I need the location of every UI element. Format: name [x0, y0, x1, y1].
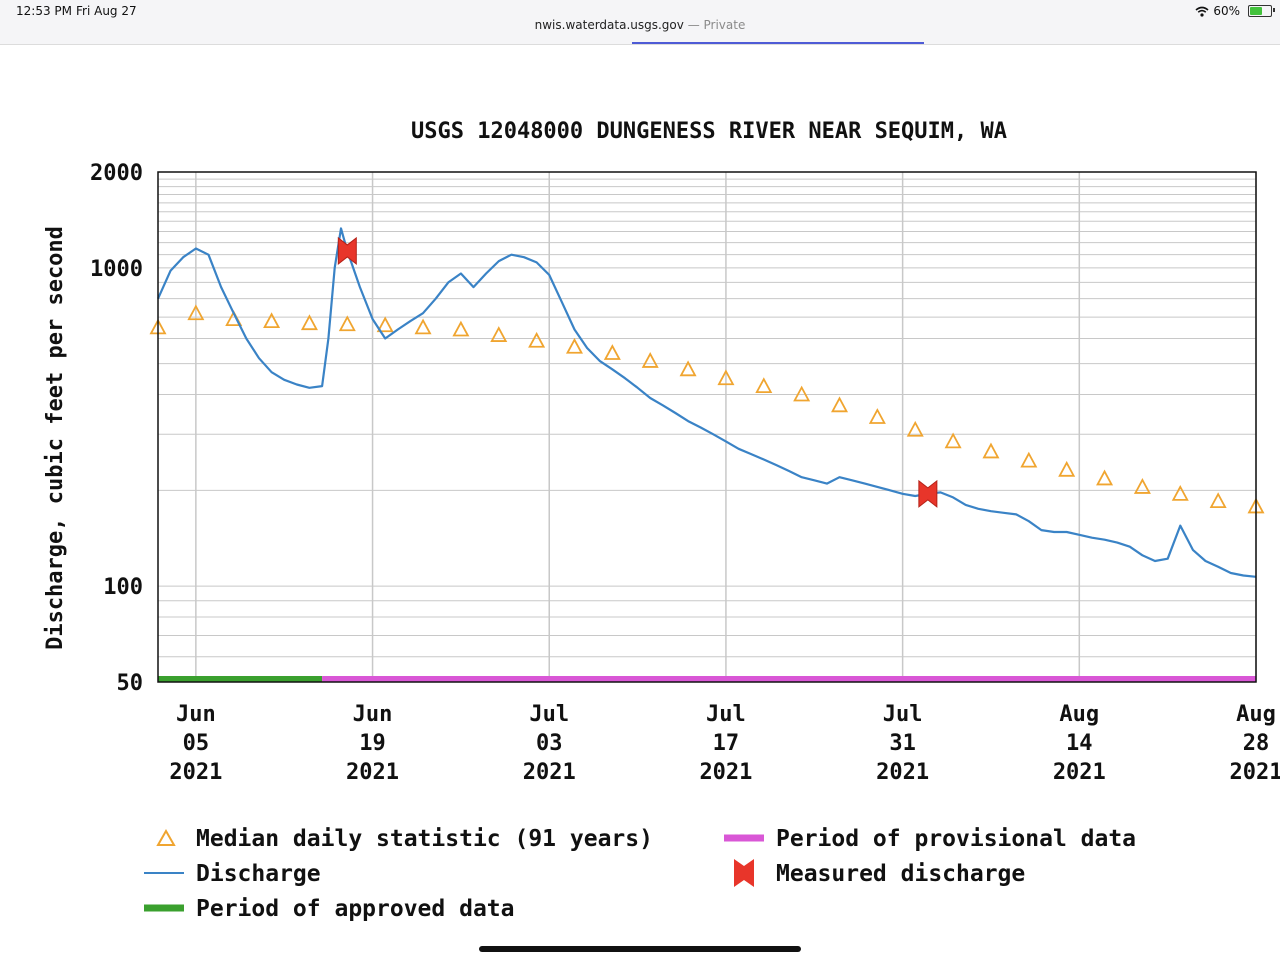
x-tick-label: 03: [536, 731, 563, 756]
chart-title: USGS 12048000 DUNGENESS RIVER NEAR SEQUI…: [411, 119, 1007, 144]
median-point: [603, 344, 621, 360]
measured-discharge-marker: [337, 236, 357, 265]
discharge-line: [156, 227, 1257, 578]
legend-item-discharge: Discharge: [144, 861, 321, 887]
url-domain[interactable]: nwis.waterdata.usgs.gov: [534, 18, 684, 32]
x-tick-label: Aug: [1236, 702, 1276, 727]
y-ticks: 2000 1000 100 50: [90, 161, 143, 696]
median-point: [1209, 492, 1227, 509]
x-tick-label: Aug: [1059, 702, 1099, 727]
x-tick-label: 2021: [1230, 760, 1280, 785]
median-point: [452, 320, 470, 337]
plot-area: [149, 227, 1265, 682]
status-date: Fri Aug 27: [76, 4, 137, 18]
x-tick-label: 2021: [523, 760, 576, 785]
median-point: [1020, 451, 1038, 468]
plot-frame: [157, 171, 1257, 683]
legend-item-measured: Measured discharge: [734, 859, 1025, 887]
x-tick-label: 2021: [699, 760, 752, 785]
median-point: [1058, 460, 1076, 477]
x-tick-label: Jul: [706, 702, 746, 727]
median-point: [1096, 469, 1114, 486]
y-axis-label: Discharge, cubic feet per second: [43, 226, 68, 650]
home-indicator[interactable]: [479, 946, 801, 952]
y-tick-label: 2000: [90, 161, 143, 186]
x-tick-label: 19: [359, 731, 386, 756]
y-tick-label: 50: [117, 671, 144, 696]
median-point: [793, 385, 811, 402]
private-label: — Private: [687, 18, 746, 32]
legend-label: Period of approved data: [196, 896, 515, 922]
x-tick-label: 28: [1243, 731, 1270, 756]
x-tick-label: Jun: [176, 702, 216, 727]
x-tick-label: 05: [183, 731, 210, 756]
discharge-chart: USGS 12048000 DUNGENESS RIVER NEAR SEQUI…: [43, 119, 1280, 922]
median-point: [982, 442, 1000, 459]
status-time: 12:53 PM: [16, 4, 72, 18]
measured-marker-icon: [734, 859, 754, 887]
median-point: [376, 316, 394, 333]
median-point: [831, 396, 849, 413]
y-tick-label: 1000: [90, 257, 143, 282]
legend-item-median: Median daily statistic (91 years): [156, 826, 653, 852]
measured-discharge-marker: [918, 479, 938, 508]
median-point: [868, 408, 886, 424]
triangle-icon: [156, 828, 176, 846]
page-load-progress: [632, 42, 924, 44]
x-tick-label: Jul: [883, 702, 923, 727]
median-point: [755, 377, 773, 394]
median-point: [528, 331, 546, 348]
x-tick-label: 31: [889, 731, 916, 756]
median-point: [565, 337, 583, 354]
x-tick-label: 2021: [169, 760, 222, 785]
median-point: [300, 314, 318, 331]
median-point: [263, 312, 281, 329]
status-right: 60%: [1195, 4, 1240, 18]
x-tick-label: Jul: [529, 702, 569, 727]
legend-item-provisional: Period of provisional data: [724, 826, 1136, 852]
x-tick-label: Jun: [353, 702, 393, 727]
battery-cap: [1273, 8, 1275, 12]
x-tick-label: 2021: [876, 760, 929, 785]
ios-status-bar: 12:53 PM Fri Aug 27 60% nwis.waterdata.u…: [0, 0, 1280, 45]
wifi-icon: [1195, 6, 1209, 17]
median-point: [414, 318, 432, 335]
x-ticks: Jun 05 2021 Jun 19 2021 Jul 03 2021 Jul 17 2021 Jul 3…: [169, 702, 1280, 785]
median-point: [187, 304, 205, 321]
x-tick-label: 17: [713, 731, 740, 756]
grid: [158, 172, 1257, 682]
battery-charging-icon: [1248, 5, 1272, 17]
median-point: [641, 352, 659, 368]
median-point: [679, 360, 697, 377]
median-point: [717, 369, 735, 386]
url-bar[interactable]: nwis.waterdata.usgs.gov — Private: [0, 18, 1280, 32]
x-tick-label: 14: [1066, 731, 1093, 756]
legend-label: Period of provisional data: [776, 826, 1136, 852]
legend: Median daily statistic (91 years) Period …: [144, 826, 1136, 922]
x-tick-label: 2021: [1053, 760, 1106, 785]
legend-label: Measured discharge: [776, 861, 1025, 887]
y-tick-label: 100: [103, 575, 143, 600]
median-point: [1171, 484, 1189, 501]
x-tick-label: 2021: [346, 760, 399, 785]
median-point: [1133, 478, 1151, 494]
battery-fill: [1250, 7, 1262, 15]
median-point: [490, 326, 508, 342]
median-point: [944, 432, 962, 449]
legend-label: Median daily statistic (91 years): [196, 826, 653, 852]
legend-item-approved: Period of approved data: [144, 896, 515, 922]
legend-label: Discharge: [196, 861, 321, 887]
median-point: [338, 315, 356, 332]
median-point: [906, 420, 924, 437]
battery-percent: 60%: [1213, 4, 1240, 18]
